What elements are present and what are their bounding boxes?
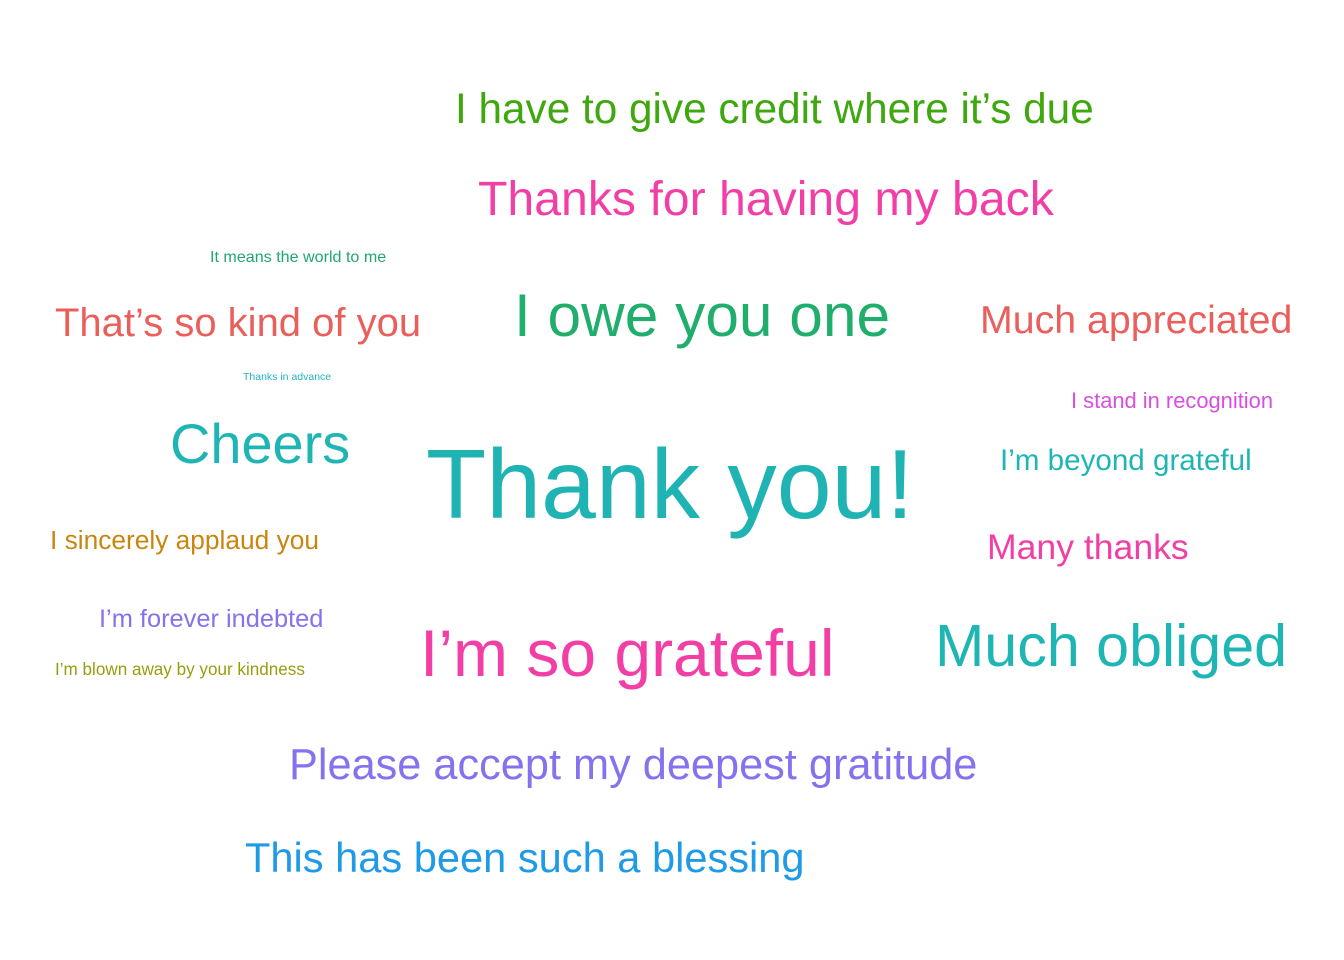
word-many-thanks: Many thanks — [987, 527, 1189, 567]
word-thanks-in-advance: Thanks in advance — [243, 371, 332, 383]
word-blown-away: I’m blown away by your kindness — [55, 660, 305, 679]
word-forever-indebted: I’m forever indebted — [99, 605, 324, 633]
word-means-the-world: It means the world to me — [210, 248, 387, 266]
word-owe-you-one: I owe you one — [514, 281, 891, 349]
word-so-grateful: I’m so grateful — [420, 616, 835, 690]
word-thank-you: Thank you! — [426, 429, 914, 539]
word-stand-in-recognition: I stand in recognition — [1071, 388, 1274, 413]
word-so-kind-of-you: That’s so kind of you — [55, 301, 422, 345]
word-having-my-back: Thanks for having my back — [478, 172, 1054, 226]
word-credit-where-due: I have to give credit where it’s due — [455, 85, 1094, 132]
word-sincerely-applaud: I sincerely applaud you — [50, 525, 319, 555]
word-cheers: Cheers — [170, 412, 351, 475]
word-deepest-gratitude: Please accept my deepest gratitude — [289, 741, 978, 789]
word-such-a-blessing: This has been such a blessing — [245, 834, 805, 881]
word-beyond-grateful: I’m beyond grateful — [1000, 444, 1252, 477]
word-much-appreciated: Much appreciated — [980, 298, 1293, 342]
word-much-obliged: Much obliged — [935, 612, 1288, 679]
